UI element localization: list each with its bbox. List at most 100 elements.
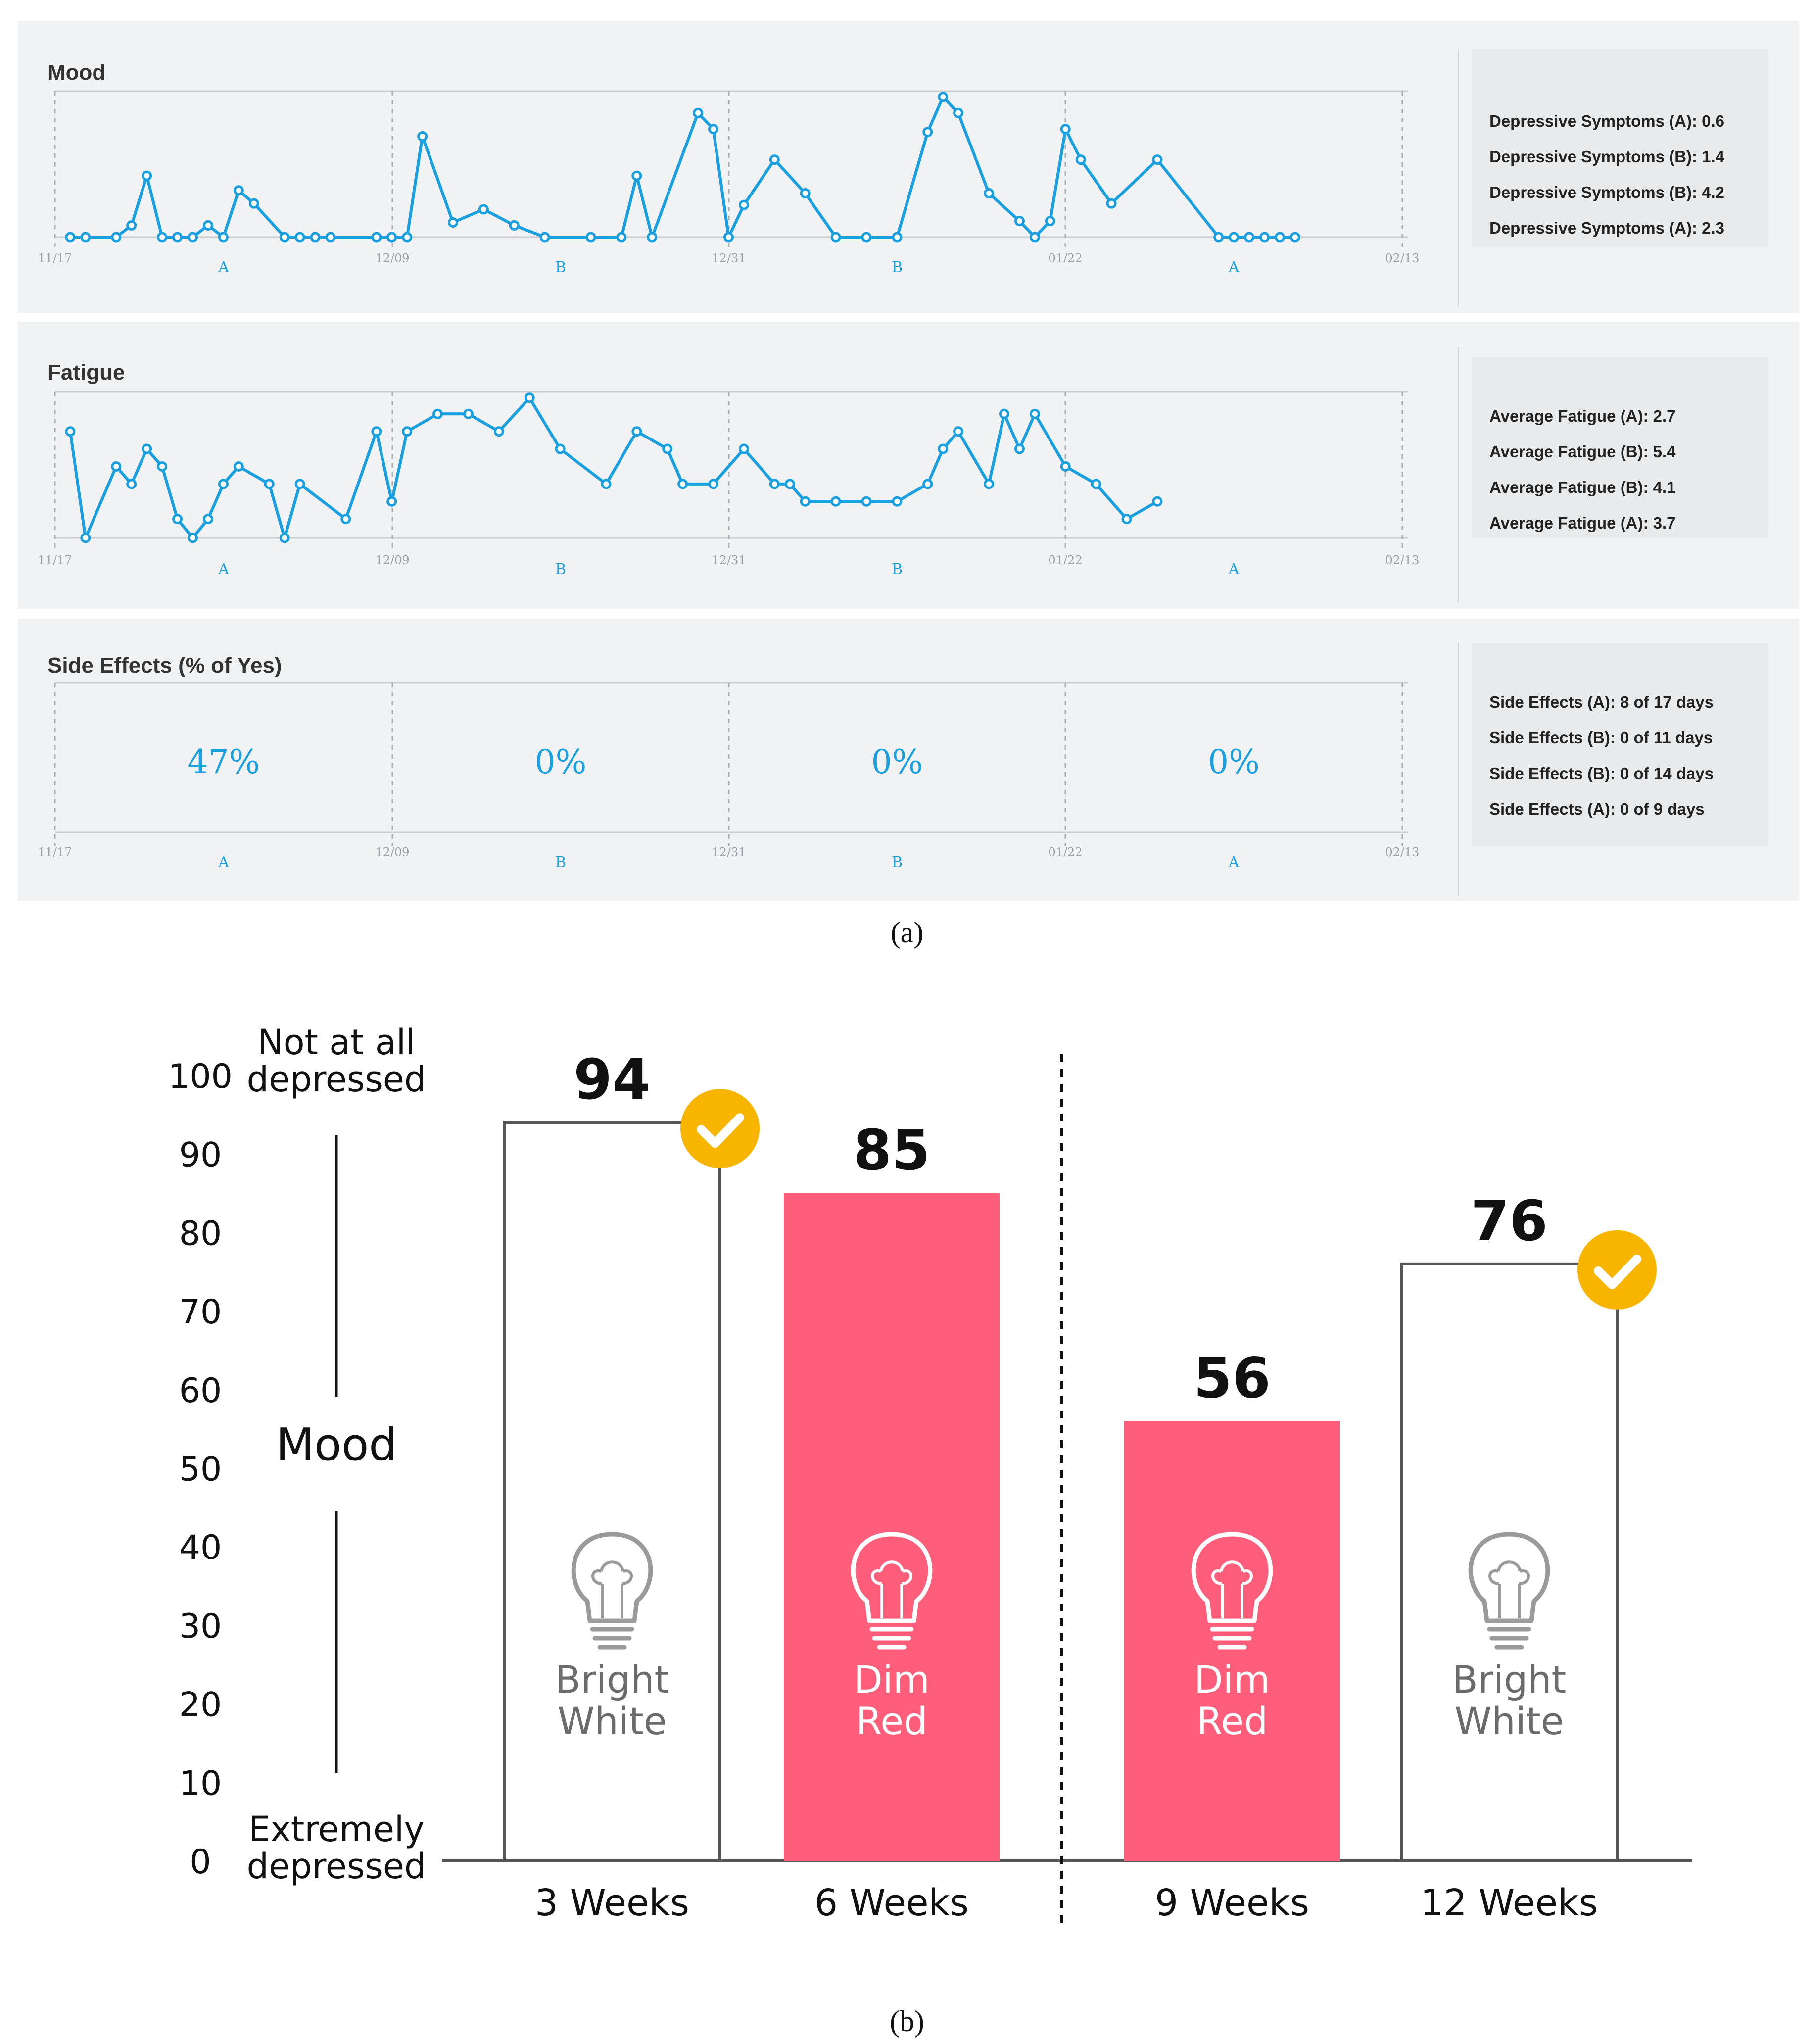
bar-inner-label: Bright [1452, 1657, 1567, 1702]
data-point [1289, 232, 1300, 243]
lightbulb-icon [1468, 1532, 1550, 1650]
data-point [616, 232, 627, 243]
checkmark-tick [1594, 1254, 1641, 1289]
data-point [693, 107, 704, 118]
data-point [1060, 461, 1071, 472]
data-point [892, 232, 903, 243]
data-point [1029, 232, 1040, 243]
bar-value-label: 56 [1193, 1346, 1271, 1411]
bulb-filament [1211, 1560, 1253, 1618]
panel-divider [1458, 347, 1459, 602]
x-tick-label: 12 Weeks [1421, 1882, 1598, 1924]
data-point [233, 461, 244, 472]
y-tick-label: 80 [179, 1214, 222, 1253]
panel-divider [1458, 642, 1459, 896]
data-point [861, 496, 872, 507]
date-tick-label: 11/17 [38, 845, 72, 859]
data-point [631, 170, 642, 181]
data-point [126, 220, 137, 231]
y-tick-label: 10 [179, 1764, 222, 1803]
phase-label: B [555, 259, 566, 276]
bar-inner-label: Red [856, 1699, 927, 1743]
data-point [142, 170, 152, 181]
checkmark-tick [697, 1113, 744, 1148]
data-point [769, 479, 780, 489]
data-point [80, 232, 91, 243]
date-tick-label: 01/22 [1048, 845, 1082, 859]
y-axis-label: Mood [276, 1419, 397, 1471]
mood-stat-2: Depressive Symptoms (B): 1.4 [1489, 147, 1725, 166]
data-point [279, 533, 290, 543]
side-effect-percent: 0% [1208, 743, 1260, 781]
data-point [371, 426, 382, 437]
date-tick-label: 02/13 [1385, 845, 1419, 859]
phase-label: A [1228, 854, 1240, 871]
data-point [493, 426, 504, 437]
checkmark-badge [1577, 1230, 1657, 1310]
y-tick-label: 20 [179, 1686, 222, 1725]
data-point [723, 232, 734, 243]
data-point [264, 479, 275, 489]
data-point [830, 496, 841, 507]
data-point [340, 514, 351, 525]
data-point [157, 461, 168, 472]
data-point [126, 479, 137, 489]
data-point [738, 443, 749, 454]
data-point [187, 232, 198, 243]
data-point [218, 479, 229, 489]
data-point [1259, 232, 1270, 243]
side-effects-panel: Side Effects (% of Yes) 11/17 12/09 12/31 0… [18, 619, 1799, 901]
fatigue-stats-box: Average Fatigue (A): 2.7 Average Fatigue… [1472, 357, 1768, 538]
mood-stats-box: Depressive Symptoms (A): 0.6 Depressive … [1472, 49, 1768, 247]
mood-title: Mood [48, 60, 106, 85]
data-point [142, 443, 152, 454]
mood-line-chart: 11/17 12/09 12/31 01/22 02/13 A B B A [38, 90, 1420, 276]
y-label-top: depressed [247, 1059, 427, 1100]
data-point [402, 232, 413, 243]
y-tick-label: 90 [179, 1136, 222, 1175]
data-point [984, 188, 995, 198]
y-tick-label: 60 [179, 1371, 222, 1411]
data-point [65, 426, 76, 437]
side-effects-title: Side Effects (% of Yes) [48, 653, 282, 678]
phase-label: B [892, 854, 903, 871]
data-point [1152, 154, 1163, 165]
data-point [938, 443, 949, 454]
data-point [187, 533, 198, 543]
data-point [922, 127, 933, 138]
data-point [769, 154, 780, 165]
data-point [953, 426, 964, 437]
x-tick-label: 6 Weeks [814, 1882, 969, 1924]
mood-stat-1: Depressive Symptoms (A): 0.6 [1489, 112, 1725, 130]
phase-label: A [1228, 259, 1240, 276]
bar-value-label: 76 [1471, 1189, 1548, 1254]
data-point [1060, 124, 1071, 135]
y-label-bottom: Extremely [248, 1809, 425, 1849]
y-tick-label: 50 [179, 1450, 222, 1489]
data-point [172, 232, 183, 243]
data-point [202, 220, 213, 231]
data-point [585, 232, 596, 243]
side-effects-stat-3: Side Effects (B): 0 of 14 days [1489, 764, 1714, 782]
bulb-filament [871, 1560, 912, 1618]
y-tick-label: 40 [179, 1528, 222, 1567]
mood-panel: Mood 11/17 12/09 12/31 01/22 02/13 A B B A Depre… [18, 21, 1799, 313]
phase-label: B [555, 854, 566, 871]
data-point [248, 198, 259, 209]
data-point [402, 426, 413, 437]
data-point [157, 232, 168, 243]
checkmark-icon [680, 1089, 760, 1168]
data-point [830, 232, 841, 243]
date-tick-label: 12/31 [712, 553, 746, 567]
data-point [953, 107, 964, 118]
date-tick-label: 12/09 [375, 553, 409, 567]
x-tick-label: 9 Weeks [1155, 1882, 1309, 1924]
data-point [294, 479, 305, 489]
data-point [111, 461, 122, 472]
data-point [279, 232, 290, 243]
data-point [294, 232, 305, 243]
bar-inner-label: White [1455, 1699, 1564, 1743]
data-point [1244, 232, 1255, 243]
